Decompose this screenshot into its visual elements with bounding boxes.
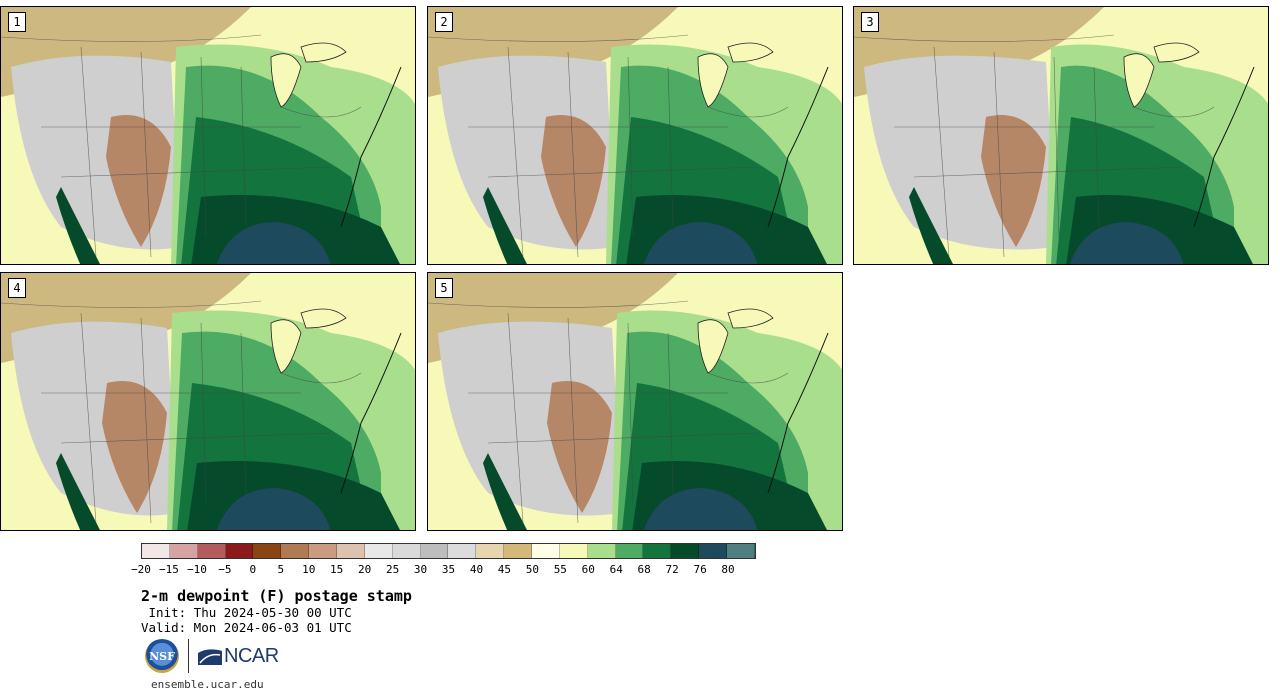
colorbar-tick-label: 0 — [249, 563, 257, 576]
colorbar-tick-label: 50 — [525, 563, 539, 576]
colorbar-swatch — [169, 544, 198, 558]
colorbar-tick-label: 30 — [413, 563, 428, 576]
map-panel-4: 4 — [0, 272, 416, 531]
colorbar-tick-label: 45 — [497, 563, 512, 576]
map-panel-2: 2 — [427, 6, 843, 265]
colorbar-tick-label: 40 — [469, 563, 484, 576]
logos: NSF NCAR — [145, 639, 279, 673]
colorbar-tick-label: 35 — [441, 563, 456, 576]
colorbar-swatch — [420, 544, 449, 558]
colorbar-tick-label: 76 — [693, 563, 707, 576]
valid-time: Valid: Mon 2024-06-03 01 UTC — [141, 620, 352, 635]
colorbar-tick-label: 68 — [637, 563, 651, 576]
colorbar-swatch — [364, 544, 393, 558]
dewpoint-map — [428, 7, 842, 264]
colorbar-tick-label: 25 — [385, 563, 400, 576]
ncar-logo-text: NCAR — [224, 644, 279, 667]
logo-divider — [188, 639, 189, 673]
colorbar-tick-label: −10 — [186, 563, 207, 576]
map-panel-3: 3 — [853, 6, 1269, 265]
colorbar-swatch — [504, 544, 533, 558]
colorbar-swatch — [671, 544, 700, 558]
dewpoint-map — [1, 7, 415, 264]
colorbar-tick-label: 5 — [277, 563, 285, 576]
colorbar-tick-label: −15 — [159, 563, 179, 576]
ncar-logo-icon — [198, 649, 222, 665]
colorbar-swatch — [253, 544, 282, 558]
map-panel-1: 1 — [0, 6, 416, 265]
colorbar-tick-label: 15 — [330, 563, 344, 576]
colorbar-swatch — [476, 544, 505, 558]
dewpoint-map — [1, 273, 415, 530]
colorbar-swatch — [448, 544, 477, 558]
footer-url: ensemble.ucar.edu — [151, 678, 264, 691]
colorbar-tick-label: −5 — [218, 563, 232, 576]
page-title: 2-m dewpoint (F) postage stamp — [141, 587, 412, 605]
colorbar-swatch — [142, 544, 170, 558]
colorbar-tick-label: 10 — [302, 563, 316, 576]
panel-number: 2 — [435, 12, 453, 32]
map-panel-5: 5 — [427, 272, 843, 531]
colorbar-swatch — [281, 544, 310, 558]
panel-number: 5 — [435, 278, 453, 298]
colorbar-swatch — [587, 544, 616, 558]
panel-number: 1 — [8, 12, 26, 32]
colorbar-swatch — [559, 544, 588, 558]
colorbar-tick-label: 72 — [665, 563, 679, 576]
colorbar-swatch — [225, 544, 254, 558]
dewpoint-map — [428, 273, 842, 530]
colorbar-swatch — [337, 544, 365, 558]
dewpoint-map — [854, 7, 1268, 264]
colorbar-swatch — [699, 544, 728, 558]
colorbar-tick-label: 80 — [721, 563, 735, 576]
colorbar-ticks: −20 −15 −10 −5 0 5 10 15 20 25 30 35 40 45 50 55 60 64 68 7… — [131, 563, 756, 577]
colorbar — [141, 543, 756, 559]
colorbar-swatch — [532, 544, 560, 558]
colorbar-swatch — [197, 544, 226, 558]
colorbar-tick-label: 55 — [553, 563, 567, 576]
panel-number: 4 — [8, 278, 26, 298]
colorbar-tick-label: 64 — [609, 563, 623, 576]
panel-number: 3 — [861, 12, 879, 32]
init-time: Init: Thu 2024-05-30 00 UTC — [141, 605, 352, 620]
colorbar-tick-label: 20 — [358, 563, 372, 576]
colorbar-swatch — [727, 544, 755, 558]
nsf-logo-text: NSF — [149, 649, 175, 663]
colorbar-swatch — [309, 544, 338, 558]
colorbar-swatch — [615, 544, 644, 558]
colorbar-swatch — [643, 544, 672, 558]
colorbar-tick-label: 60 — [581, 563, 595, 576]
colorbar-swatch — [392, 544, 421, 558]
nsf-logo: NSF — [145, 639, 179, 673]
colorbar-tick-label: −20 — [131, 563, 151, 576]
